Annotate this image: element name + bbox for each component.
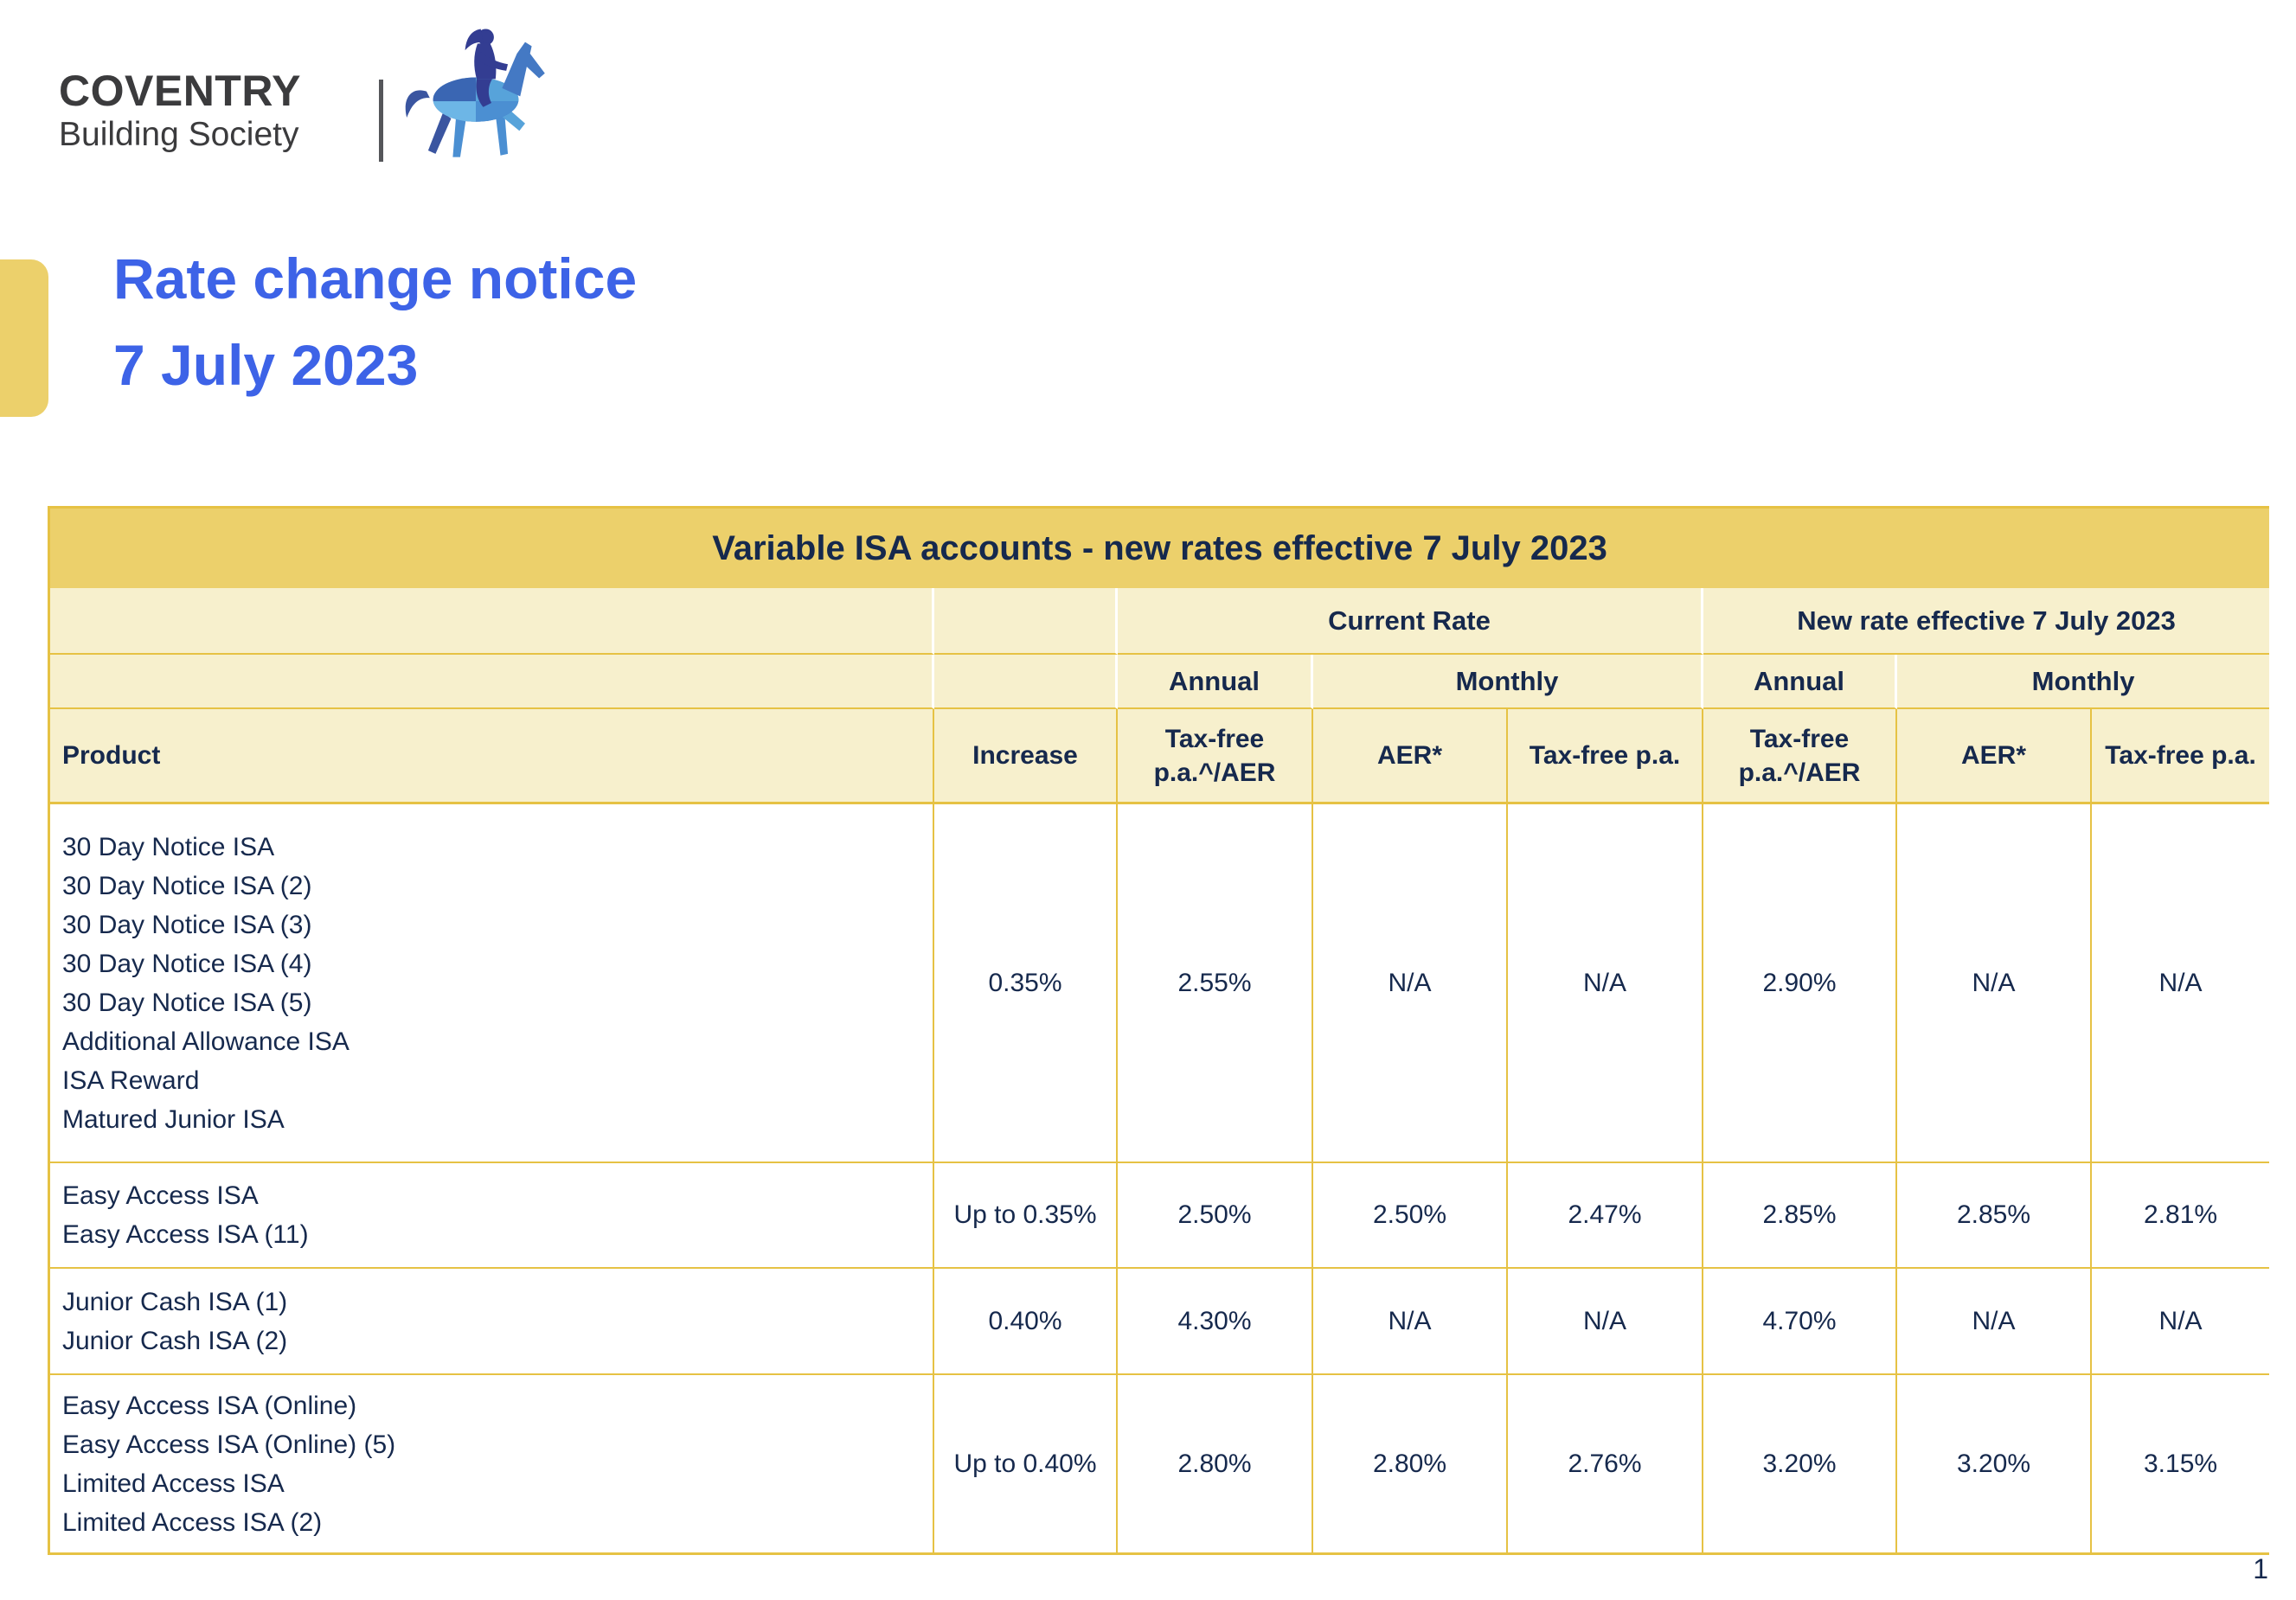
product-line: Easy Access ISA (11) [62, 1220, 309, 1249]
product-line: Additional Allowance ISA [62, 1027, 350, 1056]
page-title: Rate change notice 7 July 2023 [113, 235, 637, 408]
cell-current-annual: 2.80% [1118, 1375, 1313, 1552]
product-list: Junior Cash ISA (1) Junior Cash ISA (2) [50, 1269, 934, 1375]
title-accent-tab [0, 259, 48, 417]
column-header-current-taxfree-pa: Tax-free p.a. [1508, 709, 1703, 804]
column-header-new-aer: AER* [1897, 709, 2092, 804]
cell-increase: Up to 0.35% [934, 1163, 1118, 1269]
group-header-new-rate: New rate effective 7 July 2023 [1703, 588, 2270, 655]
table-title-row: Variable ISA accounts - new rates effect… [50, 509, 2270, 588]
rates-table-container: Variable ISA accounts - new rates effect… [48, 506, 2270, 1555]
product-line: Easy Access ISA [62, 1181, 259, 1210]
product-line: ISA Reward [62, 1066, 200, 1095]
product-line: Easy Access ISA (Online) [62, 1391, 357, 1420]
cell-current-monthly-taxfree: 2.76% [1508, 1375, 1703, 1552]
column-header-current-aer: AER* [1313, 709, 1508, 804]
cell-new-monthly-aer: N/A [1897, 1269, 2092, 1375]
rate-type-header-row: Annual Monthly Annual Monthly [50, 655, 2270, 709]
product-line: Limited Access ISA [62, 1469, 285, 1498]
cell-new-annual: 2.90% [1703, 804, 1897, 1163]
cell-current-monthly-taxfree: N/A [1508, 804, 1703, 1163]
logo-tagline: Building Society [59, 116, 299, 153]
cell-current-annual: 2.55% [1118, 804, 1313, 1163]
cell-new-monthly-taxfree: N/A [2092, 1269, 2270, 1375]
product-line: Junior Cash ISA (2) [62, 1326, 288, 1355]
cell-current-monthly-taxfree: N/A [1508, 1269, 1703, 1375]
cell-new-annual: 3.20% [1703, 1375, 1897, 1552]
product-line: 30 Day Notice ISA [62, 832, 275, 861]
page-title-line1: Rate change notice [113, 246, 638, 310]
cell-new-monthly-taxfree: N/A [2092, 804, 2270, 1163]
product-line: Matured Junior ISA [62, 1104, 285, 1134]
table-title: Variable ISA accounts - new rates effect… [50, 509, 2270, 588]
empty-cell [934, 655, 1118, 709]
cell-current-annual: 2.50% [1118, 1163, 1313, 1269]
column-header-product: Product [50, 709, 934, 804]
header-new-annual: Annual [1703, 655, 1897, 709]
header-current-annual: Annual [1118, 655, 1313, 709]
empty-cell [50, 588, 934, 655]
cell-current-monthly-aer: N/A [1313, 804, 1508, 1163]
lady-godiva-horse-icon [405, 29, 545, 157]
cell-new-monthly-aer: 3.20% [1897, 1375, 2092, 1552]
table-row: Easy Access ISA (Online) Easy Access ISA… [50, 1375, 2270, 1552]
logo-name: COVENTRY [59, 67, 301, 115]
product-list: Easy Access ISA (Online) Easy Access ISA… [50, 1375, 934, 1552]
product-list: 30 Day Notice ISA 30 Day Notice ISA (2) … [50, 804, 934, 1163]
product-line: Junior Cash ISA (1) [62, 1287, 288, 1316]
header-new-monthly: Monthly [1897, 655, 2270, 709]
cell-current-monthly-taxfree: 2.47% [1508, 1163, 1703, 1269]
empty-cell [934, 588, 1118, 655]
column-header-new-taxfree-aer: Tax-free p.a.^/AER [1703, 709, 1897, 804]
page-title-line2: 7 July 2023 [113, 333, 419, 397]
cell-current-monthly-aer: 2.80% [1313, 1375, 1508, 1552]
product-line: Easy Access ISA (Online) (5) [62, 1430, 396, 1459]
cell-new-monthly-taxfree: 2.81% [2092, 1163, 2270, 1269]
cell-new-monthly-aer: N/A [1897, 804, 2092, 1163]
cell-new-annual: 2.85% [1703, 1163, 1897, 1269]
column-header-row: Product Increase Tax-free p.a.^/AER AER*… [50, 709, 2270, 804]
product-line: Limited Access ISA (2) [62, 1507, 323, 1537]
cell-increase: Up to 0.40% [934, 1375, 1118, 1552]
column-header-current-taxfree-aer: Tax-free p.a.^/AER [1118, 709, 1313, 804]
header-current-monthly: Monthly [1313, 655, 1703, 709]
cell-increase: 0.40% [934, 1269, 1118, 1375]
product-list: Easy Access ISA Easy Access ISA (11) [50, 1163, 934, 1269]
cell-current-annual: 4.30% [1118, 1269, 1313, 1375]
empty-cell [50, 655, 934, 709]
cell-new-monthly-aer: 2.85% [1897, 1163, 2092, 1269]
product-line: 30 Day Notice ISA (4) [62, 949, 312, 978]
page-number: 1 [2253, 1553, 2268, 1584]
cell-new-monthly-taxfree: 3.15% [2092, 1375, 2270, 1552]
product-line: 30 Day Notice ISA (3) [62, 910, 312, 939]
group-header-row: Current Rate New rate effective 7 July 2… [50, 588, 2270, 655]
coventry-logo: COVENTRY Building Society [59, 69, 301, 155]
group-header-current-rate: Current Rate [1118, 588, 1703, 655]
cell-current-monthly-aer: 2.50% [1313, 1163, 1508, 1269]
column-header-increase: Increase [934, 709, 1118, 804]
cell-current-monthly-aer: N/A [1313, 1269, 1508, 1375]
logo-divider [379, 80, 383, 162]
cell-new-annual: 4.70% [1703, 1269, 1897, 1375]
product-line: 30 Day Notice ISA (5) [62, 988, 312, 1017]
variable-isa-rates-table: Variable ISA accounts - new rates effect… [50, 509, 2270, 1552]
cell-increase: 0.35% [934, 804, 1118, 1163]
table-row: Junior Cash ISA (1) Junior Cash ISA (2) … [50, 1269, 2270, 1375]
table-row: Easy Access ISA Easy Access ISA (11) Up … [50, 1163, 2270, 1269]
product-line: 30 Day Notice ISA (2) [62, 871, 312, 900]
column-header-new-taxfree-pa: Tax-free p.a. [2092, 709, 2270, 804]
table-row: 30 Day Notice ISA 30 Day Notice ISA (2) … [50, 804, 2270, 1163]
